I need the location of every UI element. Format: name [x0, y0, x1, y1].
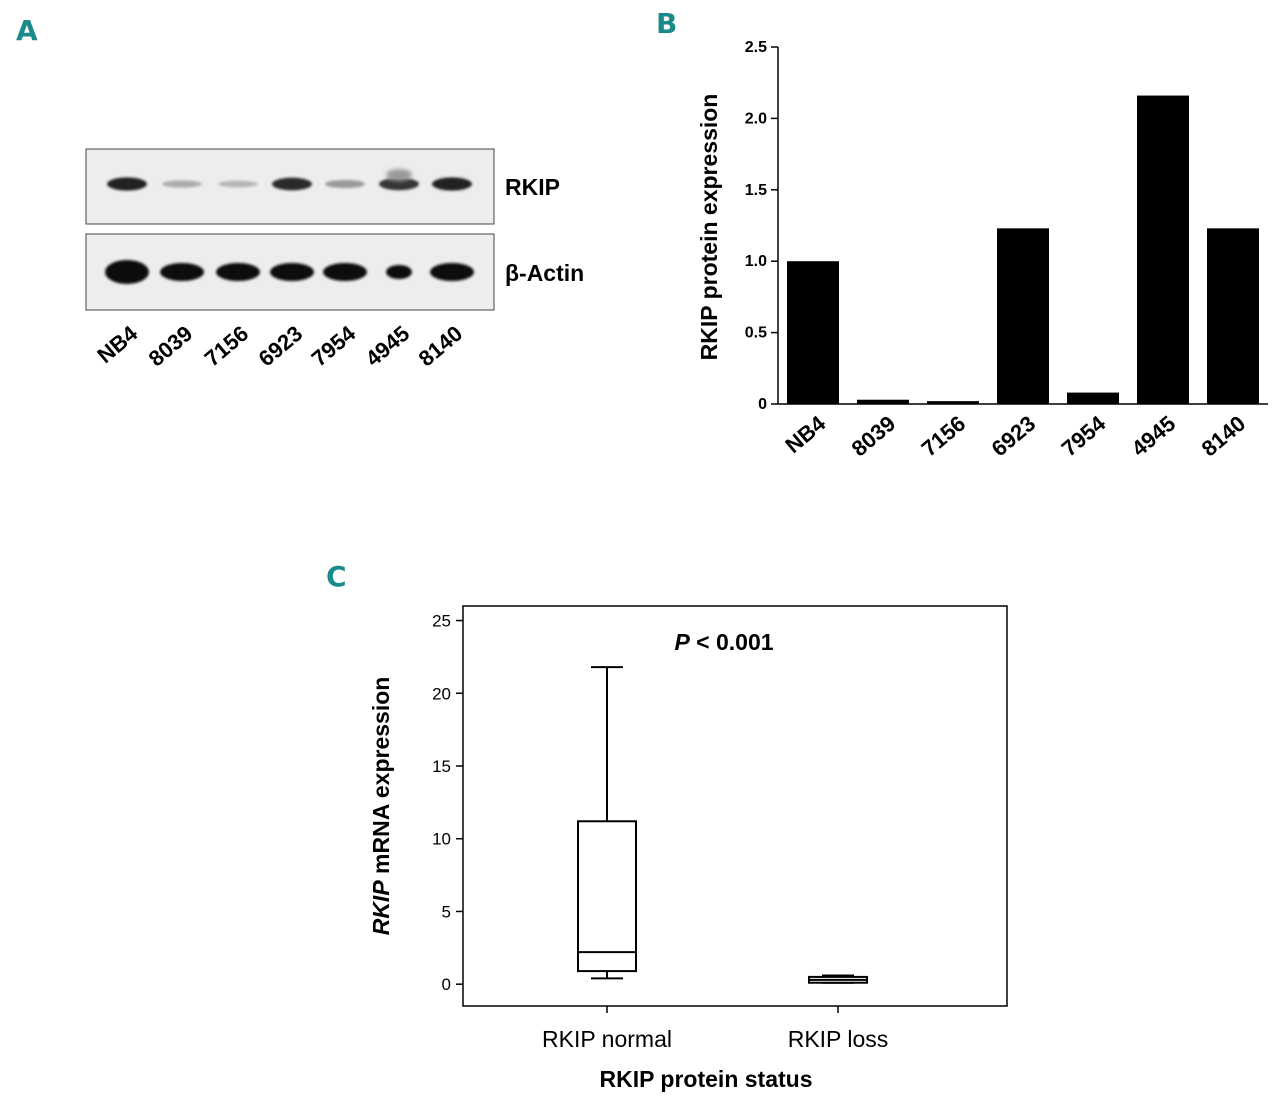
actin-band-2 — [216, 263, 260, 281]
rkip-band-3 — [272, 177, 312, 191]
actin-band-4 — [323, 263, 367, 281]
box-iqr — [577, 820, 637, 973]
bar-y-tick-label: 0.5 — [745, 325, 767, 342]
rkip-band-4 — [325, 180, 365, 188]
p-value: < 0.001 — [690, 629, 774, 655]
bar-series — [787, 95, 1259, 404]
bar-y-axis-label: RKIP protein expression — [696, 94, 722, 361]
bar-x-tick-label: 7954 — [1057, 410, 1111, 461]
blot-lane-label: 8140 — [414, 321, 468, 372]
rkip-band-6 — [432, 177, 472, 191]
rkip-bands — [107, 169, 472, 191]
rkip-band-2 — [218, 180, 258, 188]
blot-lane-label: 4945 — [361, 321, 415, 372]
box-plot-frame — [462, 605, 1008, 1007]
box-x-axis-label: RKIP protein status — [600, 1066, 813, 1092]
actin-bands — [105, 260, 474, 284]
rkip-band-0 — [107, 177, 147, 191]
bar-NB4 — [787, 261, 839, 404]
box-1 — [808, 974, 868, 984]
panel-letter-b: B — [656, 7, 677, 40]
bar-x-tick-labels: NB4 8039 7156 6923 7954 4945 8140 — [780, 410, 1250, 461]
bar-y-tick-label: 1.0 — [745, 253, 767, 270]
panel-letter-a: A — [16, 14, 38, 47]
bar-x-tick-label: 7156 — [917, 411, 971, 462]
box-y-tick-label: 25 — [432, 612, 451, 631]
band-label-actin: β-Actin — [505, 260, 584, 286]
box-x-tick-label: RKIP normal — [542, 1026, 672, 1052]
bar-y-ticks: 0 0.5 1.0 1.5 2.0 2.5 — [745, 39, 778, 413]
blot-lane-labels: NB4 8039 7156 6923 7954 4945 8140 — [92, 320, 467, 371]
box-y-tick-label: 0 — [442, 975, 451, 994]
blot-lane-label: 8039 — [144, 321, 198, 372]
p-value-annotation: P < 0.001 — [674, 629, 773, 655]
actin-band-3 — [270, 263, 314, 281]
rkip-band-5 — [379, 177, 419, 191]
blot-lane-label: NB4 — [92, 320, 142, 368]
rkip-band-smear — [386, 169, 412, 181]
box-x-tick-label: RKIP loss — [788, 1026, 889, 1052]
bar-y-tick-label: 2.5 — [745, 39, 767, 56]
actin-band-1 — [160, 263, 204, 281]
bar-x-tick-label: NB4 — [780, 410, 830, 458]
band-label-rkip: RKIP — [505, 174, 560, 200]
bar-chart: 0 0.5 1.0 1.5 2.0 2.5 NB4 8039 7156 6923 7954 4945… — [696, 39, 1268, 461]
p-symbol: P — [674, 629, 690, 655]
box-y-tick-label: 15 — [432, 757, 451, 776]
box-x-tick-labels: RKIP normal RKIP loss — [542, 1006, 888, 1052]
box-y-tick-label: 20 — [432, 684, 451, 703]
bar-y-tick-label: 0 — [758, 396, 767, 413]
actin-band-6 — [430, 263, 474, 281]
bar-y-tick-label: 1.5 — [745, 182, 767, 199]
rkip-band-1 — [162, 180, 202, 188]
bar-4945 — [1137, 95, 1189, 404]
box-y-axis-label: RKIP mRNA expression — [368, 677, 394, 936]
box-y-label-rest: mRNA expression — [368, 677, 394, 881]
box-y-tick-label: 5 — [442, 902, 451, 921]
blot-lane-label: 7954 — [307, 320, 361, 371]
box-y-ticks: 0 5 10 15 20 25 — [432, 612, 463, 994]
actin-band-0 — [105, 260, 149, 284]
western-blot: RKIP β-Actin NB4 8039 7156 6923 7954 4945 8140 — [85, 148, 584, 371]
box-0 — [577, 666, 637, 980]
bar-x-tick-label: 8039 — [847, 411, 901, 462]
bar-8140 — [1207, 228, 1259, 404]
bar-x-tick-label: 8140 — [1197, 411, 1251, 462]
bar-8039 — [857, 399, 909, 404]
blot-lane-label: 7156 — [200, 321, 254, 372]
panel-letter-c: C — [326, 560, 347, 593]
bar-7954 — [1067, 392, 1119, 404]
bar-7156 — [927, 401, 979, 404]
box-series — [577, 666, 868, 984]
box-y-label-italic: RKIP — [368, 880, 394, 936]
bar-x-tick-label: 6923 — [987, 411, 1041, 462]
box-y-tick-label: 10 — [432, 830, 451, 849]
box-plot: 0 5 10 15 20 25 RKIP normal RKIP loss P < 0.00… — [368, 605, 1008, 1092]
blot-lane-label: 6923 — [254, 321, 308, 372]
bar-x-tick-label: 4945 — [1127, 411, 1181, 462]
bar-6923 — [997, 228, 1049, 404]
actin-band-5 — [386, 265, 412, 279]
bar-y-tick-label: 2.0 — [745, 110, 767, 127]
